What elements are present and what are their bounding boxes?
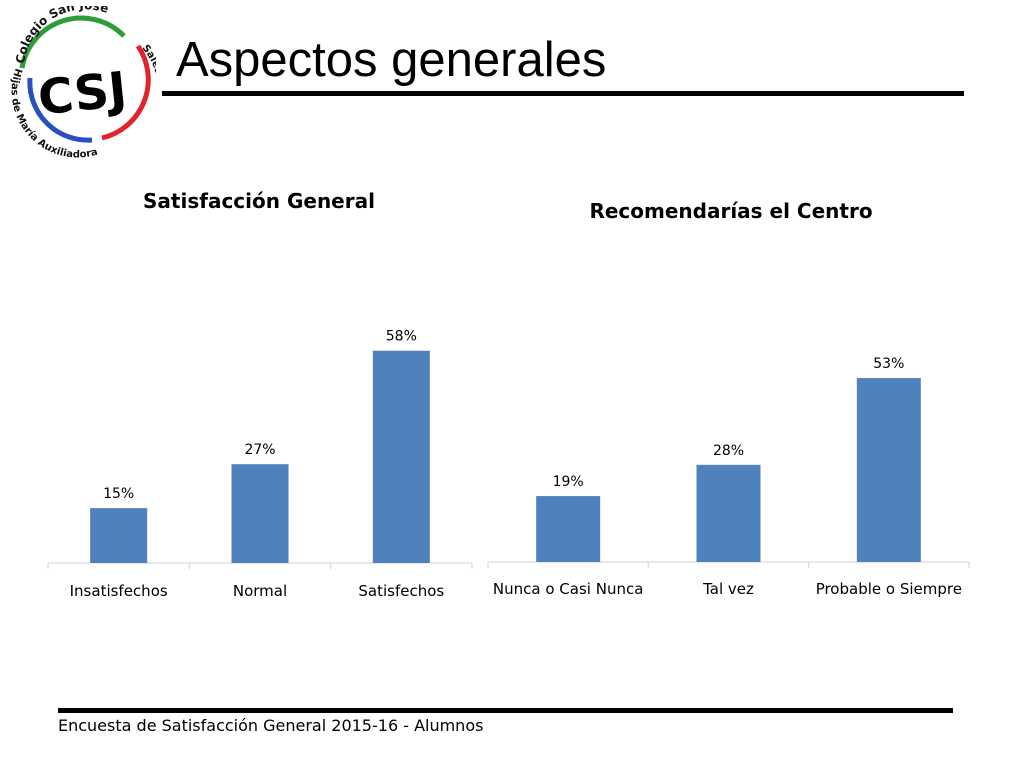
- school-logo: Colegio San José Salesianas Hijas de Mar…: [9, 6, 156, 158]
- data-label: 28%: [713, 443, 744, 459]
- data-label: 58%: [386, 329, 417, 345]
- page-title: Aspectos generales: [176, 33, 607, 87]
- data-label: 19%: [553, 474, 584, 490]
- category-label: Satisfechos: [358, 582, 444, 600]
- category-label: Insatisfechos: [70, 582, 168, 600]
- bar-satisfaccion-3: [372, 350, 430, 563]
- chart-title-recomendarias: Recomendarías el Centro: [589, 199, 873, 223]
- logo-red-arc: [101, 44, 151, 141]
- category-label: Tal vez: [702, 580, 754, 598]
- data-label: 27%: [244, 442, 275, 458]
- footer-text: Encuesta de Satisfacción General 2015-16…: [58, 716, 484, 735]
- category-label: Probable o Siempre: [816, 580, 962, 598]
- logo-monogram: CSJ: [35, 62, 129, 127]
- category-label: Nunca o Casi Nunca: [493, 580, 643, 598]
- title-divider: [162, 91, 964, 96]
- logo-green-arc: [19, 15, 126, 69]
- chart-title-satisfaccion: Satisfacción General: [143, 189, 375, 213]
- data-label: 15%: [103, 486, 134, 502]
- bar-recomendarias-3: [856, 378, 921, 562]
- logo-blue-arc: [27, 77, 93, 143]
- footer-divider: [58, 708, 953, 713]
- category-label: Normal: [233, 582, 287, 600]
- data-label: 53%: [873, 356, 904, 372]
- bar-recomendarias-2: [696, 464, 761, 562]
- bar-satisfaccion-2: [231, 464, 289, 563]
- bar-recomendarias-1: [536, 496, 601, 562]
- bar-satisfaccion-1: [90, 508, 148, 563]
